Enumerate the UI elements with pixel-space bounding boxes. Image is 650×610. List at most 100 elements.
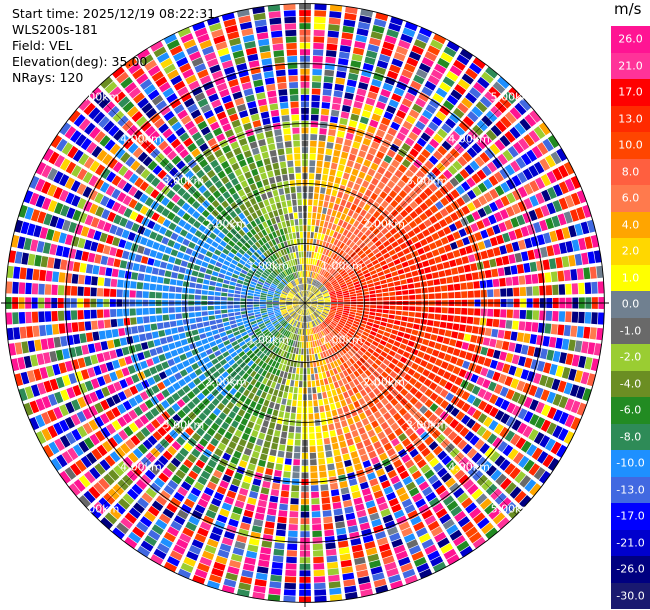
velocity-gate [376, 293, 383, 297]
velocity-gate [295, 433, 301, 440]
velocity-gate [343, 579, 356, 587]
velocity-gate [250, 370, 257, 378]
velocity-gate [296, 307, 301, 313]
velocity-gate [336, 325, 342, 331]
velocity-gate [315, 219, 320, 226]
velocity-gate [385, 244, 394, 252]
velocity-gate [352, 47, 365, 56]
velocity-gate [322, 290, 328, 295]
velocity-gate [217, 427, 226, 436]
velocity-gate [489, 359, 498, 370]
velocity-gate [393, 280, 401, 286]
velocity-gate [399, 256, 407, 263]
velocity-gate [286, 331, 291, 338]
velocity-gate [160, 399, 170, 409]
velocity-gate [334, 455, 342, 463]
velocity-gate [367, 168, 376, 177]
velocity-gate [295, 307, 301, 312]
velocity-gate [288, 325, 293, 332]
velocity-gate [351, 53, 363, 62]
velocity-gate [113, 214, 122, 225]
velocity-gate [162, 422, 172, 432]
velocity-gate [405, 169, 414, 179]
velocity-gate [59, 122, 72, 136]
velocity-gate [424, 544, 438, 555]
velocity-gate [213, 334, 221, 340]
velocity-gate [330, 436, 338, 444]
velocity-gate [494, 198, 505, 210]
velocity-gate [296, 328, 299, 335]
velocity-gate [302, 303, 305, 309]
velocity-gate [393, 137, 403, 147]
velocity-gate [160, 197, 170, 207]
velocity-gate [295, 294, 301, 299]
velocity-gate [368, 334, 375, 340]
velocity-gate [476, 169, 487, 181]
velocity-gate [369, 269, 377, 276]
velocity-gate [100, 399, 110, 411]
velocity-gate [230, 277, 238, 283]
velocity-gate [330, 295, 337, 299]
velocity-gate [347, 318, 354, 323]
velocity-gate [342, 290, 349, 294]
velocity-gate [191, 362, 199, 371]
velocity-gate [325, 370, 331, 378]
velocity-gate [278, 317, 285, 323]
velocity-gate [216, 354, 225, 362]
velocity-gate [551, 215, 561, 228]
velocity-gate [482, 337, 491, 346]
velocity-gate [194, 306, 201, 311]
velocity-gate [350, 304, 357, 307]
velocity-gate [128, 409, 138, 420]
velocity-gate [305, 271, 308, 277]
velocity-gate [162, 467, 173, 478]
velocity-gate [505, 277, 513, 286]
velocity-gate [111, 393, 121, 405]
velocity-gate [377, 383, 385, 392]
velocity-gate [364, 174, 373, 183]
velocity-gate [286, 445, 293, 452]
velocity-gate [461, 193, 471, 204]
velocity-gate [89, 467, 101, 480]
velocity-gate [202, 164, 212, 174]
velocity-gate [371, 78, 382, 88]
velocity-gate [188, 312, 195, 318]
velocity-gate [328, 129, 336, 137]
velocity-gate [77, 310, 84, 320]
velocity-gate [194, 368, 203, 376]
velocity-gate [213, 266, 221, 272]
velocity-gate [331, 103, 341, 111]
velocity-gate [335, 314, 342, 318]
velocity-gate [231, 420, 239, 429]
velocity-gate [347, 209, 354, 217]
velocity-gate [421, 57, 434, 68]
velocity-gate [359, 412, 367, 420]
velocity-gate [334, 176, 342, 184]
velocity-gate [460, 414, 471, 425]
velocity-gate [277, 390, 284, 398]
velocity-gate [404, 504, 416, 514]
velocity-gate [511, 391, 521, 403]
velocity-gate [261, 312, 268, 316]
velocity-gate [307, 291, 310, 297]
velocity-gate [317, 299, 324, 302]
velocity-gate [417, 154, 427, 164]
velocity-gate [170, 520, 183, 531]
velocity-gate [305, 322, 307, 329]
velocity-gate [241, 245, 248, 252]
velocity-gate [294, 327, 298, 334]
velocity-gate [306, 342, 309, 349]
velocity-gate [373, 578, 387, 588]
velocity-gate [379, 191, 388, 200]
velocity-gate [274, 310, 281, 314]
velocity-gate [529, 399, 539, 411]
velocity-gate [246, 367, 253, 375]
velocity-gate [305, 299, 311, 303]
velocity-gate [285, 569, 297, 577]
velocity-gate [238, 229, 246, 237]
velocity-gate [380, 160, 390, 170]
velocity-gate [261, 540, 273, 548]
velocity-gate [305, 300, 311, 303]
velocity-gate [446, 40, 460, 52]
velocity-gate [201, 261, 209, 268]
